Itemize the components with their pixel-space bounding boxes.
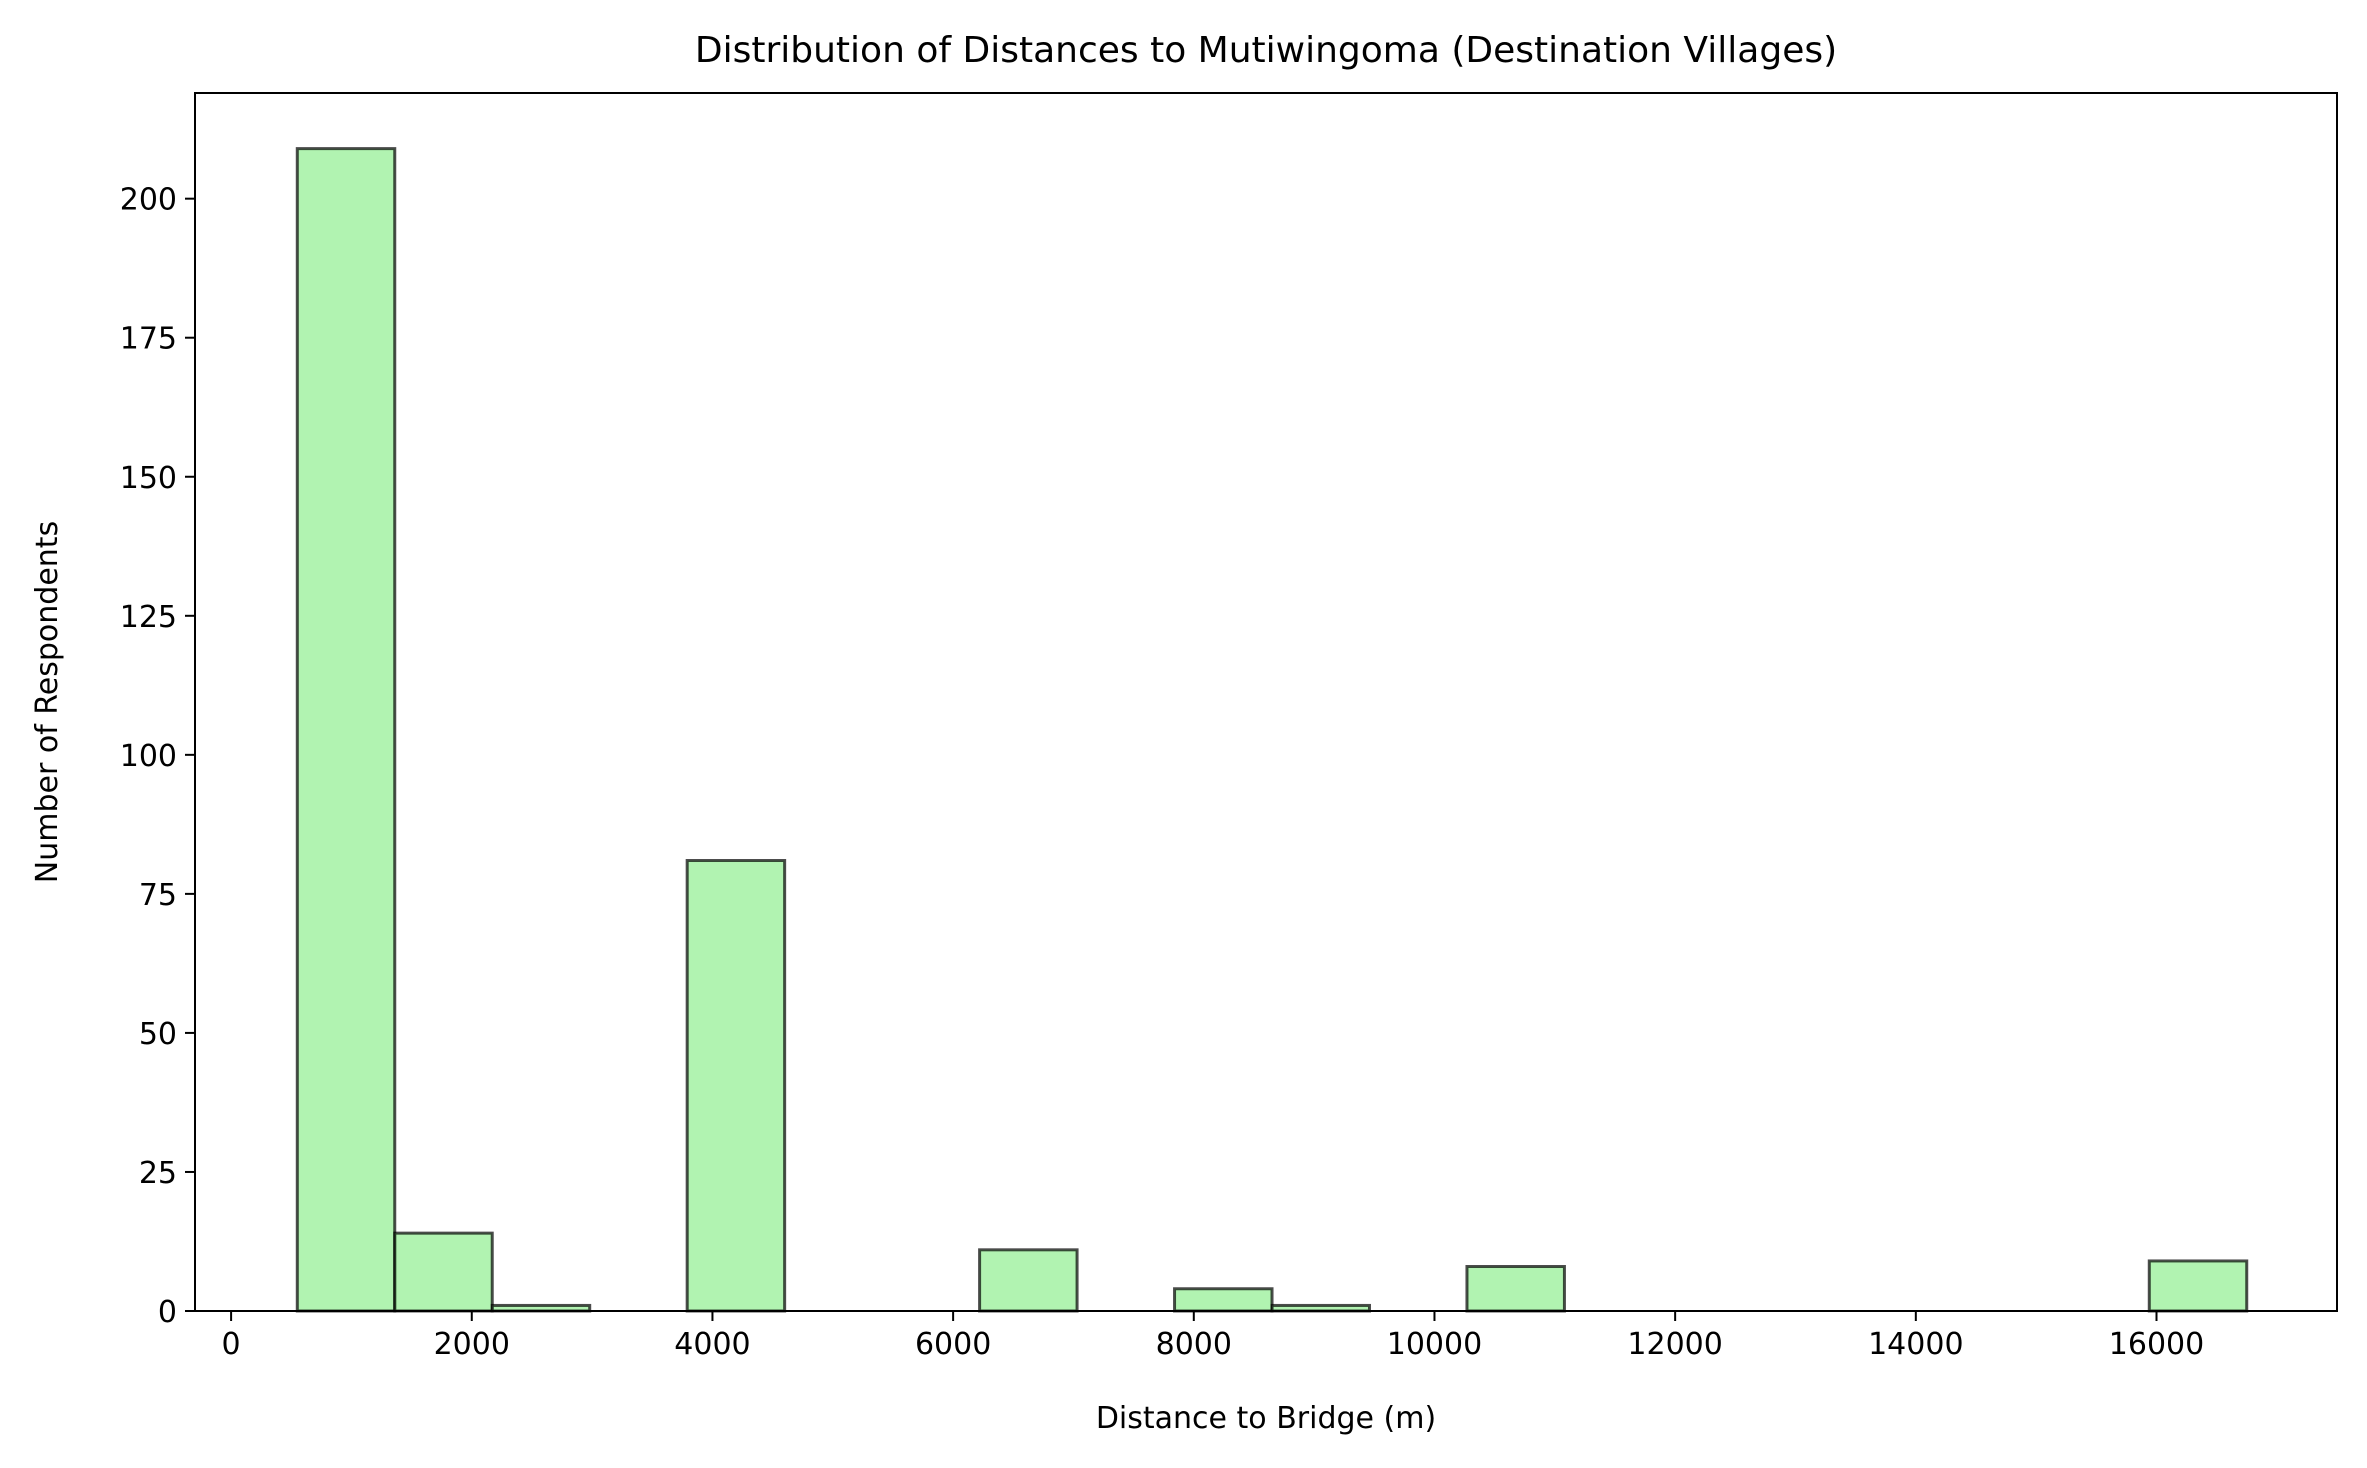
x-tick-label: 10000 <box>1387 1327 1482 1362</box>
y-tick-label: 75 <box>139 878 177 913</box>
x-axis-title: Distance to Bridge (m) <box>1096 1401 1436 1436</box>
histogram-bar-7 <box>978 1248 1079 1313</box>
x-tick-label: 14000 <box>1868 1327 1963 1362</box>
histogram-bar-0 <box>295 147 397 1313</box>
chart-title: Distribution of Distances to Mutiwingoma… <box>695 30 1837 71</box>
x-tick-label: 16000 <box>2109 1327 2204 1362</box>
y-tick-label: 150 <box>120 461 177 496</box>
histogram-bar-9 <box>1173 1287 1274 1313</box>
x-tick-label: 8000 <box>1156 1327 1232 1362</box>
y-tick-label: 0 <box>158 1295 177 1330</box>
x-tick-label: 12000 <box>1627 1327 1722 1362</box>
histogram-bar-1 <box>393 1231 494 1313</box>
y-axis: 0 25 50 75 100 125 150 175 200 <box>120 183 195 1330</box>
y-tick-label: 175 <box>120 322 177 357</box>
x-tick-label: 2000 <box>434 1327 510 1362</box>
y-tick-label: 50 <box>139 1017 177 1052</box>
x-tick-label: 6000 <box>915 1327 991 1362</box>
y-tick-label: 25 <box>139 1156 177 1191</box>
x-tick-label: 4000 <box>674 1327 750 1362</box>
histogram-bar-4 <box>685 859 787 1313</box>
y-tick-label: 125 <box>120 600 177 635</box>
histogram-bar-12 <box>1465 1265 1566 1313</box>
plot-frame <box>194 92 2338 1312</box>
x-tick-label: 0 <box>222 1327 241 1362</box>
y-axis-title: Number of Respondents <box>30 521 65 883</box>
histogram-bar-19 <box>2147 1259 2249 1313</box>
y-tick-label: 100 <box>120 739 177 774</box>
bars-group <box>295 147 2249 1313</box>
x-axis: 0 2000 4000 6000 8000 10000 12000 14000 16000 <box>222 1311 2204 1362</box>
y-tick-label: 200 <box>120 183 177 218</box>
